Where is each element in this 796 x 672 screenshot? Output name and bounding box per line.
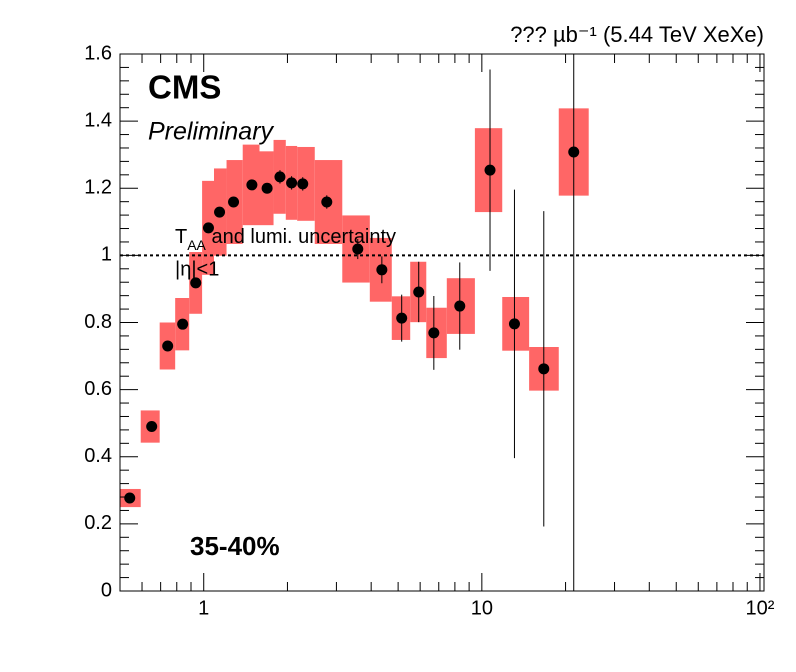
x-tick-label: 1 xyxy=(198,597,209,619)
y-tick-label: 1.2 xyxy=(84,177,112,199)
data-point xyxy=(202,222,214,234)
legend: TAA and lumi. uncertainty |η|<1 xyxy=(175,226,396,280)
y-tick-label: 1 xyxy=(101,244,112,266)
x-tick-label: 10 xyxy=(471,597,493,619)
legend-t: T xyxy=(175,226,187,248)
y-tick-label: 0.8 xyxy=(84,311,112,333)
y-tick-label: 0.6 xyxy=(84,378,112,400)
data-point xyxy=(274,171,286,183)
data-point xyxy=(352,243,364,255)
data-point xyxy=(162,340,174,352)
y-tick-label: 1.4 xyxy=(84,109,112,131)
data-point xyxy=(190,277,202,289)
data-point xyxy=(246,179,258,191)
data-point xyxy=(538,363,550,375)
y-tick-label: 0 xyxy=(101,579,112,601)
data-point xyxy=(413,286,425,298)
data-point xyxy=(376,264,388,276)
data-point xyxy=(428,327,440,339)
chart-title: ??? µb⁻¹ (5.44 TeV XeXe) xyxy=(510,22,764,47)
y-tick-label: 0.2 xyxy=(84,512,112,534)
data-point xyxy=(508,318,520,330)
data-point xyxy=(396,312,408,324)
x-tick-label: 10² xyxy=(746,597,775,619)
legend-eta: |η|<1 xyxy=(175,258,219,280)
y-tick-label: 0.4 xyxy=(84,445,112,467)
legend-rest: and lumi. uncertainty xyxy=(206,226,396,248)
y-tick-label: 1.6 xyxy=(84,42,112,64)
data-point xyxy=(228,196,240,208)
data-point xyxy=(177,318,189,330)
experiment-label: CMS xyxy=(148,69,221,106)
data-point xyxy=(568,146,580,158)
data-point xyxy=(124,492,136,504)
data-point xyxy=(484,164,496,176)
centrality-label: 35-40% xyxy=(190,531,280,561)
data-point xyxy=(297,178,309,190)
legend-sub: AA xyxy=(187,237,206,253)
data-point xyxy=(214,206,226,218)
data-point xyxy=(454,300,466,312)
legend-text: TAA and lumi. uncertainty xyxy=(175,226,396,252)
data-point xyxy=(286,177,298,189)
status-label: Preliminary xyxy=(148,118,275,146)
data-point xyxy=(261,182,273,194)
data-point xyxy=(146,421,158,433)
data-point xyxy=(321,196,333,208)
